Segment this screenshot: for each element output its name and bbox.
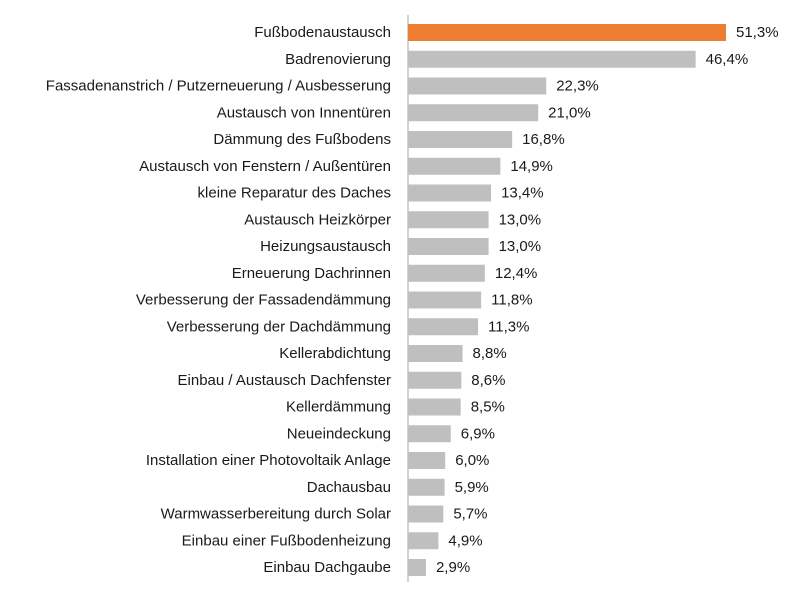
category-label: Badrenovierung: [285, 51, 391, 68]
bar: [408, 345, 463, 362]
category-label: Einbau Dachgaube: [263, 559, 391, 576]
category-labels-group: Fußbodenaustausch Badrenovierung Fassadena…: [46, 24, 391, 576]
bar: [408, 50, 696, 68]
category-label: Kellerdämmung: [286, 399, 391, 416]
value-label: 13,0%: [499, 211, 542, 228]
category-label: Dachausbau: [307, 479, 391, 496]
category-label: Austausch Heizkörper: [244, 211, 391, 228]
value-label: 6,9%: [461, 425, 495, 442]
bar: [408, 24, 726, 41]
value-label: 16,8%: [522, 131, 565, 148]
bar: [408, 77, 547, 95]
value-label: 5,7%: [453, 506, 487, 523]
bars-group: [408, 24, 726, 576]
bar: [408, 398, 461, 416]
category-label: Verbesserung der Fassadendämmung: [136, 292, 391, 309]
category-label: Austausch von Innentüren: [217, 104, 391, 121]
value-label: 8,5%: [471, 399, 505, 416]
bar: [408, 532, 439, 550]
value-labels-group: 51,3% 46,4% 22,3% 21,0% 16,8% 14,9% 13,4% 13,0%…: [436, 24, 779, 576]
category-label: kleine Reparatur des Daches: [198, 185, 391, 202]
bar: [408, 238, 489, 255]
value-label: 12,4%: [495, 265, 538, 282]
bar: [408, 452, 446, 469]
bar: [408, 478, 445, 496]
category-label: Austausch von Fenstern / Außentüren: [139, 158, 391, 175]
category-label: Dämmung des Fußbodens: [213, 131, 391, 148]
bar: [408, 184, 492, 202]
category-label: Erneuerung Dachrinnen: [232, 265, 391, 282]
value-label: 14,9%: [510, 158, 553, 175]
category-label: Fußbodenaustausch: [254, 24, 391, 41]
value-label: 8,6%: [471, 372, 505, 389]
value-label: 2,9%: [436, 559, 470, 576]
bar: [408, 291, 482, 309]
category-label: Verbesserung der Dachdämmung: [167, 318, 391, 335]
category-label: Einbau einer Fußbodenheizung: [182, 532, 391, 549]
category-label: Einbau / Austausch Dachfenster: [178, 372, 391, 389]
bar: [408, 505, 444, 523]
value-label: 51,3%: [736, 24, 779, 41]
value-label: 11,3%: [488, 318, 529, 335]
bar: [408, 559, 426, 576]
value-label: 4,9%: [448, 532, 482, 549]
category-label: Neueindeckung: [287, 425, 391, 442]
bar: [408, 425, 451, 443]
category-label: Heizungsaustausch: [260, 238, 391, 255]
bar: [408, 131, 513, 148]
value-label: 5,9%: [455, 479, 489, 496]
value-label: 13,0%: [499, 238, 542, 255]
value-label: 6,0%: [455, 452, 489, 469]
bar: [408, 211, 489, 229]
value-label: 22,3%: [556, 78, 599, 95]
bar: [408, 157, 501, 175]
category-label: Fassadenanstrich / Putzerneuerung / Ausb…: [46, 78, 391, 95]
bar: [408, 318, 479, 336]
value-label: 21,0%: [548, 104, 591, 121]
bar: [408, 104, 539, 122]
category-label: Installation einer Photovoltaik Anlage: [146, 452, 391, 469]
value-label: 11,8%: [491, 292, 532, 309]
value-label: 8,8%: [473, 345, 507, 362]
category-label: Kellerabdichtung: [279, 345, 391, 362]
value-label: 13,4%: [501, 185, 544, 202]
bar: [408, 264, 485, 282]
category-label: Warmwasserbereitung durch Solar: [161, 506, 391, 523]
bar: [408, 371, 462, 389]
value-label: 46,4%: [706, 51, 749, 68]
